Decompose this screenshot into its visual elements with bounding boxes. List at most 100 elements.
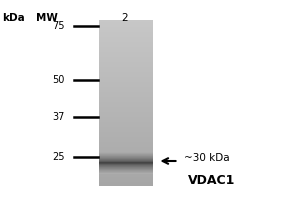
Bar: [99, 115, 153, 116]
Bar: [99, 163, 153, 164]
Bar: [99, 78, 153, 79]
Bar: [99, 61, 153, 62]
Bar: [99, 156, 153, 157]
Bar: [99, 173, 153, 174]
Bar: [99, 166, 153, 167]
Bar: [99, 125, 153, 126]
Bar: [99, 80, 153, 81]
Bar: [99, 161, 153, 162]
Bar: [99, 87, 153, 88]
Bar: [99, 43, 153, 44]
Bar: [99, 28, 153, 29]
Bar: [99, 47, 153, 48]
Bar: [99, 164, 153, 165]
Bar: [99, 168, 153, 169]
Bar: [99, 165, 153, 166]
Bar: [99, 140, 153, 141]
Bar: [99, 40, 153, 41]
Bar: [99, 93, 153, 94]
Bar: [99, 95, 153, 96]
Bar: [99, 84, 153, 85]
Bar: [99, 161, 153, 162]
Bar: [99, 46, 153, 47]
Bar: [99, 170, 153, 171]
Bar: [99, 88, 153, 89]
Bar: [99, 48, 153, 49]
Bar: [99, 62, 153, 63]
Bar: [99, 157, 153, 158]
Bar: [99, 164, 153, 165]
Bar: [99, 25, 153, 26]
Bar: [99, 159, 153, 160]
Bar: [99, 71, 153, 72]
Bar: [99, 151, 153, 152]
Bar: [99, 37, 153, 38]
Bar: [99, 101, 153, 102]
Bar: [99, 167, 153, 168]
Bar: [99, 67, 153, 68]
Bar: [99, 155, 153, 156]
Bar: [99, 137, 153, 138]
Bar: [99, 135, 153, 136]
Text: 50: 50: [52, 75, 64, 85]
Bar: [99, 77, 153, 78]
Bar: [99, 161, 153, 162]
Bar: [99, 100, 153, 101]
Bar: [99, 117, 153, 118]
Bar: [99, 132, 153, 133]
Bar: [99, 181, 153, 182]
Bar: [99, 169, 153, 170]
Bar: [99, 158, 153, 159]
Bar: [99, 162, 153, 163]
Bar: [99, 167, 153, 168]
Bar: [99, 168, 153, 169]
Bar: [99, 33, 153, 34]
Bar: [99, 152, 153, 153]
Bar: [99, 158, 153, 159]
Bar: [99, 21, 153, 22]
Bar: [99, 172, 153, 173]
Bar: [99, 129, 153, 130]
Bar: [99, 171, 153, 172]
Bar: [99, 171, 153, 172]
Bar: [99, 139, 153, 140]
Bar: [99, 62, 153, 63]
Bar: [99, 29, 153, 30]
Bar: [99, 57, 153, 58]
Bar: [99, 134, 153, 135]
Bar: [99, 61, 153, 62]
Bar: [99, 119, 153, 120]
Bar: [99, 73, 153, 74]
Bar: [99, 118, 153, 119]
Bar: [99, 136, 153, 137]
Bar: [99, 176, 153, 177]
Bar: [99, 52, 153, 53]
Bar: [99, 72, 153, 73]
Bar: [99, 35, 153, 36]
Bar: [99, 89, 153, 90]
Bar: [99, 155, 153, 156]
Bar: [99, 32, 153, 33]
Bar: [99, 112, 153, 113]
Bar: [99, 139, 153, 140]
Bar: [99, 107, 153, 108]
Bar: [99, 54, 153, 55]
Bar: [99, 160, 153, 161]
Bar: [99, 77, 153, 78]
Bar: [99, 59, 153, 60]
Bar: [99, 26, 153, 27]
Bar: [99, 41, 153, 42]
Bar: [99, 156, 153, 157]
Bar: [99, 76, 153, 77]
Bar: [99, 85, 153, 86]
Bar: [99, 109, 153, 110]
Bar: [99, 158, 153, 159]
Bar: [99, 149, 153, 150]
Bar: [99, 49, 153, 50]
Bar: [99, 150, 153, 151]
Bar: [99, 42, 153, 43]
Bar: [99, 45, 153, 46]
Bar: [99, 41, 153, 42]
Bar: [99, 103, 153, 104]
Bar: [99, 72, 153, 73]
